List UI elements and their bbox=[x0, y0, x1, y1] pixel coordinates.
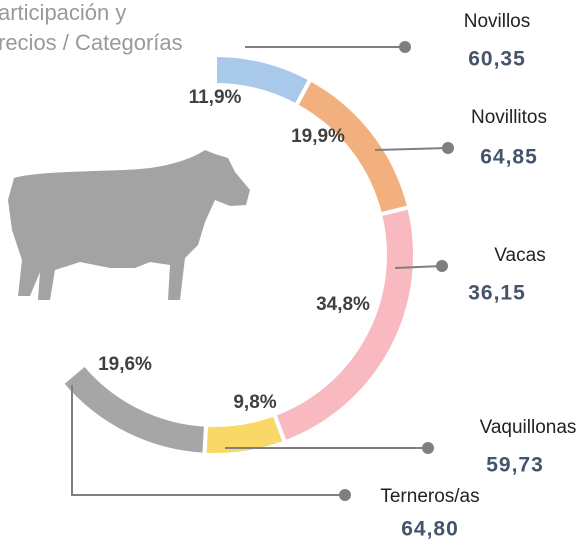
donut-segment bbox=[271, 204, 417, 445]
donut-segment bbox=[58, 361, 209, 457]
leader-dot bbox=[442, 142, 454, 154]
value-label: 11,9% bbox=[189, 87, 242, 108]
leader-line bbox=[394, 265, 443, 269]
leader-dot bbox=[399, 41, 411, 53]
category-label: Vaquillonas bbox=[480, 417, 577, 438]
value-label: 34,8% bbox=[316, 294, 370, 315]
price-label: 64,85 bbox=[480, 146, 538, 169]
title-line: recios / Categorías bbox=[0, 30, 183, 55]
title-line: articipación y bbox=[0, 0, 126, 25]
price-label: 60,35 bbox=[468, 48, 526, 71]
price-label: 59,73 bbox=[486, 454, 544, 477]
leader-line bbox=[374, 147, 449, 151]
value-label: 19,9% bbox=[291, 126, 345, 147]
category-label: Terneros/as bbox=[380, 486, 479, 507]
leader-line bbox=[71, 385, 345, 496]
price-label: 36,15 bbox=[468, 282, 526, 305]
category-label: Novillos bbox=[464, 11, 531, 32]
value-label: 9,8% bbox=[233, 392, 276, 413]
price-label: 64,80 bbox=[401, 518, 459, 541]
cow-illustration bbox=[8, 150, 250, 300]
leader-dot bbox=[422, 442, 434, 454]
leader-dot bbox=[436, 260, 448, 272]
category-label: Novillitos bbox=[471, 107, 547, 128]
category-label: Vacas bbox=[494, 245, 545, 266]
leader-dot bbox=[339, 489, 351, 501]
value-label: 19,6% bbox=[98, 354, 152, 375]
